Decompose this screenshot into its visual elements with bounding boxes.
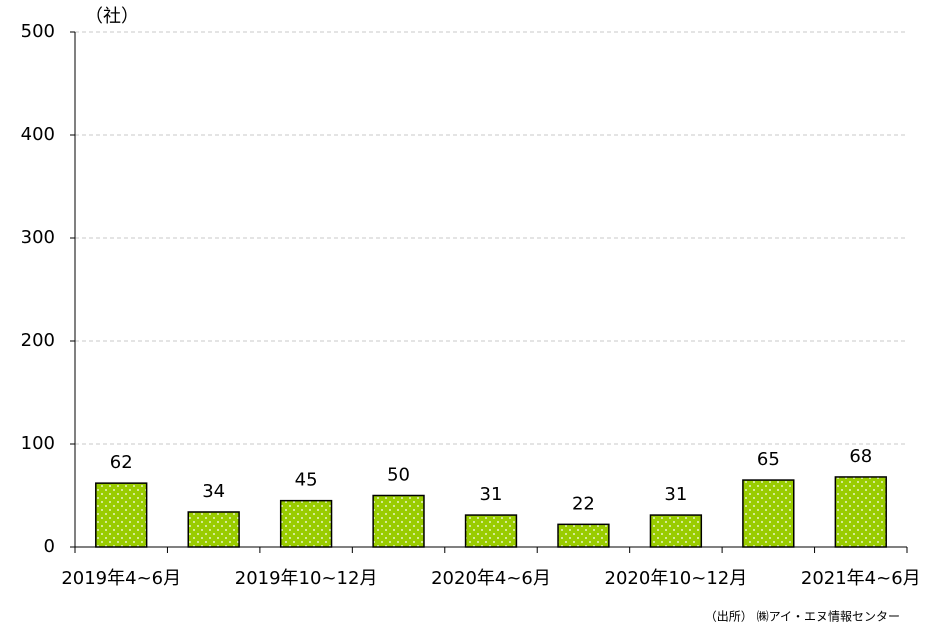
source-note: （出所） ㈱アイ・エヌ情報センター [705, 610, 900, 624]
data-label: 68 [849, 446, 872, 467]
y-axis-label: （社） [85, 6, 139, 27]
data-label: 62 [110, 452, 133, 473]
y-tick-label: 0 [44, 536, 55, 557]
y-tick-label: 200 [21, 330, 55, 351]
bar [372, 494, 425, 548]
y-tick-label: 100 [21, 433, 55, 454]
y-tick-label: 400 [21, 124, 55, 145]
data-label: 31 [664, 484, 687, 505]
y-tick-label: 500 [21, 21, 55, 42]
y-tick-label: 300 [21, 227, 55, 248]
data-label: 45 [295, 470, 318, 491]
bar [742, 479, 795, 548]
x-tick-label: 2021年4~6月 [801, 568, 921, 589]
bar [279, 499, 333, 548]
data-label: 22 [572, 493, 595, 514]
bar [557, 523, 610, 548]
bar [187, 511, 240, 548]
x-tick-label: 2019年4~6月 [61, 568, 181, 589]
x-tick-label: 2020年10~12月 [605, 568, 748, 589]
x-tick-label: 2019年10~12月 [235, 568, 378, 589]
data-label: 34 [202, 481, 225, 502]
bar [464, 514, 518, 548]
bar [834, 476, 887, 548]
bar [649, 514, 703, 548]
data-label: 50 [387, 465, 410, 486]
x-tick-label: 2020年4~6月 [431, 568, 551, 589]
data-label: 65 [757, 449, 780, 470]
data-label: 31 [480, 484, 503, 505]
bar [95, 482, 148, 548]
